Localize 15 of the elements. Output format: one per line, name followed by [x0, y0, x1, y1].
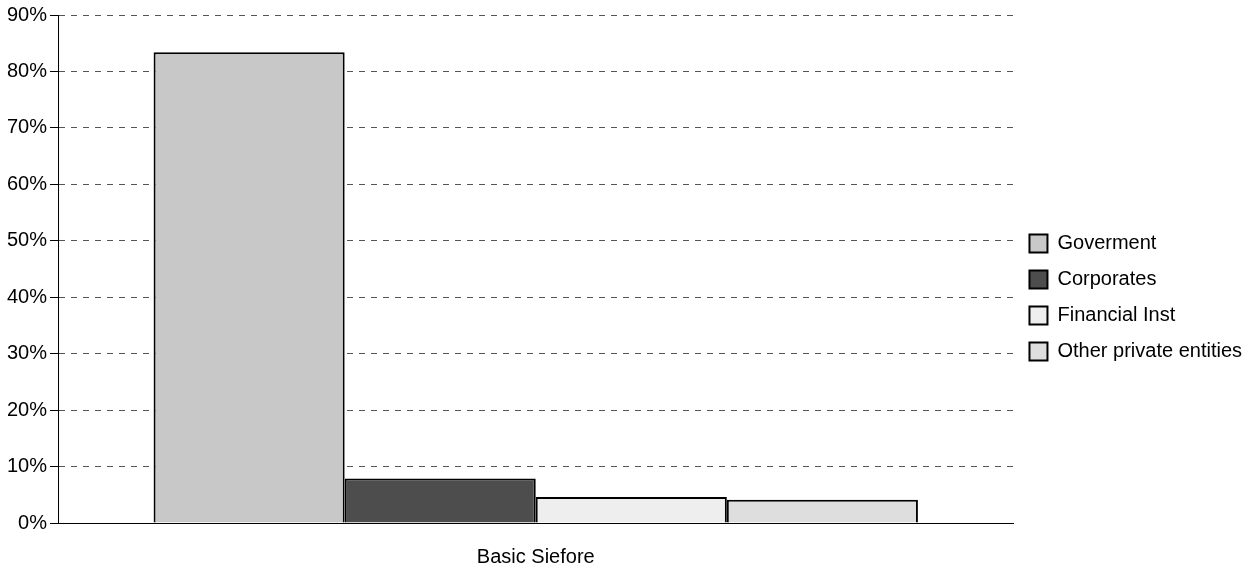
- legend-label: Other private entities: [1057, 339, 1242, 362]
- legend-label: Financial Inst: [1057, 303, 1176, 326]
- legend-label: Corporates: [1057, 267, 1157, 290]
- y-tick-label: 70%: [7, 115, 48, 138]
- y-tick-label: 60%: [7, 171, 48, 194]
- legend-label: Goverment: [1057, 231, 1157, 254]
- y-tick-label: 0%: [18, 510, 48, 533]
- y-tick-label: 90%: [7, 2, 48, 25]
- y-tick-label: 80%: [7, 58, 48, 81]
- y-tick-label: 10%: [7, 454, 48, 477]
- y-tick-label: 40%: [7, 284, 48, 307]
- y-tick-label: 20%: [7, 397, 48, 420]
- y-tick-label: 50%: [7, 228, 48, 251]
- y-tick-label: 30%: [7, 341, 48, 364]
- x-tick-label: Basic Siefore: [476, 544, 595, 567]
